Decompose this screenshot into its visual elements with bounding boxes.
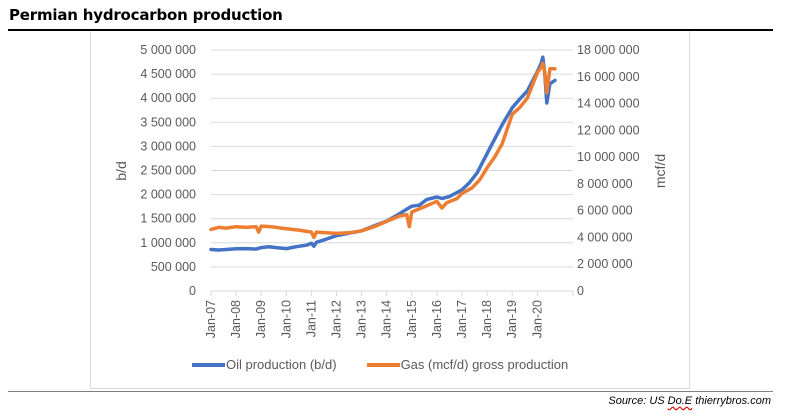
footer-rule <box>8 391 773 392</box>
source-suffix: thierrybros.com <box>692 395 771 407</box>
y-tick-label: 4 000 000 <box>140 91 196 105</box>
y2-tick-label: 2 000 000 <box>577 257 633 271</box>
right-axis-label: mcf/d <box>652 154 668 188</box>
y2-tick-label: 6 000 000 <box>577 204 633 218</box>
oil-production-line <box>209 55 557 252</box>
x-tick-label: Jan-19 <box>505 300 519 338</box>
chart-frame <box>90 31 690 389</box>
y-tick-label: 3 500 000 <box>140 115 196 129</box>
legend-swatch-gas <box>366 362 400 367</box>
y2-tick-label: 0 <box>577 284 584 298</box>
legend-item-oil[interactable]: Oil production (b/d) <box>192 357 337 372</box>
left-axis-ticks: 0 500 000 1 000 000 1 500 000 2 000 000 2 500… <box>140 43 196 298</box>
title-rule <box>8 29 773 31</box>
x-axis: Jan-07 Jan-08 Jan-09 Jan-10 Jan-11 Jan-12 Jan-… <box>204 290 574 338</box>
source-doe: Do.E <box>667 395 693 407</box>
y2-tick-label: 10 000 000 <box>577 150 640 164</box>
x-tick-label: Jan-11 <box>304 300 318 337</box>
y-tick-label: 500 000 <box>151 260 196 274</box>
legend-label-oil: Oil production (b/d) <box>226 357 337 372</box>
source-prefix: Source: US <box>608 395 668 407</box>
x-tick-label: Jan-14 <box>380 300 394 338</box>
y2-tick-label: 18 000 000 <box>577 43 640 57</box>
y-tick-label: 1 500 000 <box>140 212 196 226</box>
x-tick-label: Jan-09 <box>254 300 268 338</box>
x-tick-label: Jan-13 <box>355 300 369 338</box>
legend-label-gas: Gas (mcf/d) gross production <box>400 357 569 372</box>
y2-tick-label: 8 000 000 <box>577 177 633 191</box>
x-tick-label: Jan-15 <box>405 300 419 338</box>
legend: Oil production (b/d) Gas (mcf/d) gross p… <box>192 357 598 372</box>
x-tick-label: Jan-17 <box>455 300 469 338</box>
y2-tick-label: 16 000 000 <box>577 70 640 84</box>
gas-production-line <box>209 61 557 240</box>
y-tick-label: 5 000 000 <box>140 43 196 57</box>
source-note: Source: US Do.E thierrybros.com <box>608 395 771 407</box>
legend-swatch-oil <box>192 362 225 367</box>
y-tick-label: 2 000 000 <box>140 188 196 202</box>
y2-tick-label: 12 000 000 <box>577 123 640 137</box>
legend-item-gas[interactable]: Gas (mcf/d) gross production <box>366 357 569 372</box>
y-tick-label: 0 <box>189 284 196 298</box>
x-tick-label: Jan-12 <box>330 300 344 338</box>
x-tick-label: Jan-07 <box>204 300 218 338</box>
y-tick-label: 4 500 000 <box>140 67 196 81</box>
x-tick-label: Jan-16 <box>430 300 444 338</box>
y2-tick-label: 14 000 000 <box>577 97 640 111</box>
page-title: Permian hydrocarbon production <box>9 6 283 24</box>
series-lines <box>209 55 557 252</box>
y-tick-label: 1 000 000 <box>140 236 196 250</box>
x-tick-label: Jan-18 <box>480 300 494 338</box>
left-axis-label: b/d <box>113 161 129 180</box>
y-tick-label: 3 000 000 <box>140 139 196 153</box>
gridlines <box>211 49 573 268</box>
y-tick-label: 2 500 000 <box>140 164 196 178</box>
y2-tick-label: 4 000 000 <box>577 230 633 244</box>
x-tick-label: Jan-10 <box>279 300 293 338</box>
right-axis-ticks: 0 2 000 000 4 000 000 6 000 000 8 000 000 10 … <box>577 43 640 298</box>
x-tick-label: Jan-08 <box>229 300 243 338</box>
x-tick-label: Jan-20 <box>530 300 544 338</box>
